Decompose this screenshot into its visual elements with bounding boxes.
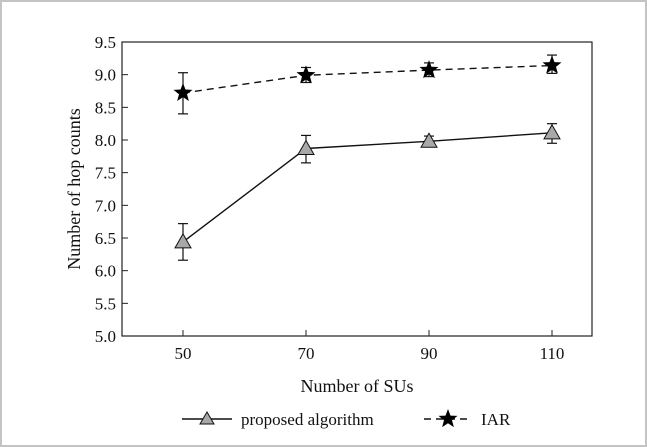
x-tick-label: 70 bbox=[298, 344, 315, 363]
y-tick-label: 8.5 bbox=[95, 98, 116, 117]
y-tick-label: 8.0 bbox=[95, 131, 116, 150]
data-point-star bbox=[419, 60, 439, 79]
x-tick-label: 110 bbox=[540, 344, 565, 363]
legend-label-iar: IAR bbox=[481, 410, 511, 429]
data-point-triangle bbox=[174, 232, 192, 249]
data-point-triangle bbox=[297, 139, 315, 155]
plot-area bbox=[121, 41, 593, 337]
series-proposed-algorithm bbox=[174, 123, 561, 261]
x-tick-label: 50 bbox=[175, 344, 192, 363]
y-tick-label: 6.5 bbox=[95, 229, 116, 248]
series-iar bbox=[173, 54, 562, 115]
legend-label-proposed: proposed algorithm bbox=[241, 410, 374, 429]
y-ticks: 5.0 5.5 6.0 6.5 7.0 7.5 8.0 8.5 9.0 9.5 bbox=[95, 33, 128, 346]
y-tick-label: 9.0 bbox=[95, 66, 116, 85]
x-ticks: 50 70 90 110 bbox=[175, 330, 565, 363]
y-tick-label: 5.0 bbox=[95, 327, 116, 346]
data-point-star bbox=[296, 65, 316, 84]
data-point-triangle bbox=[543, 123, 561, 140]
legend-marker-iar bbox=[438, 409, 458, 428]
legend: proposed algorithm IAR bbox=[182, 409, 511, 429]
legend-marker-proposed bbox=[199, 411, 215, 425]
series-layer bbox=[173, 54, 562, 261]
series-line bbox=[182, 64, 553, 94]
y-tick-label: 7.0 bbox=[95, 196, 116, 215]
y-tick-label: 5.5 bbox=[95, 294, 116, 313]
y-tick-label: 6.0 bbox=[95, 262, 116, 281]
x-axis-label: Number of SUs bbox=[301, 376, 414, 396]
series-line bbox=[182, 132, 553, 243]
y-tick-label: 9.5 bbox=[95, 33, 116, 52]
data-point-triangle bbox=[420, 132, 438, 148]
data-point-star bbox=[542, 55, 562, 74]
x-tick-label: 90 bbox=[421, 344, 438, 363]
y-axis-label: Number of hop counts bbox=[64, 108, 84, 269]
data-point-star bbox=[173, 82, 193, 102]
y-tick-label: 7.5 bbox=[95, 164, 116, 183]
